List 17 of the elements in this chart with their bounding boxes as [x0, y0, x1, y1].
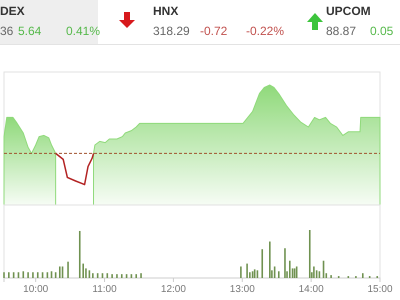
text: 0.05 [370, 24, 394, 38]
text: -0.22% [246, 24, 284, 38]
text: 88.87 [326, 24, 356, 38]
x-tick-label: 14:00 [298, 284, 324, 296]
x-tick-label: 12:00 [160, 284, 186, 296]
x-tick-label: 10:00 [23, 284, 49, 296]
text: 318.29 [153, 24, 190, 38]
text: 5.64 [18, 24, 42, 38]
text: -0.72 [200, 24, 228, 38]
text: UPCOM [326, 4, 371, 18]
text: 0.41% [66, 24, 100, 38]
text: 36 [0, 24, 14, 38]
text: HNX [153, 4, 178, 18]
x-tick-label: 15:00 [367, 284, 393, 296]
x-tick-label: 13:00 [230, 284, 256, 296]
text: DEX [0, 4, 25, 18]
x-tick-label: 11:00 [92, 284, 118, 296]
